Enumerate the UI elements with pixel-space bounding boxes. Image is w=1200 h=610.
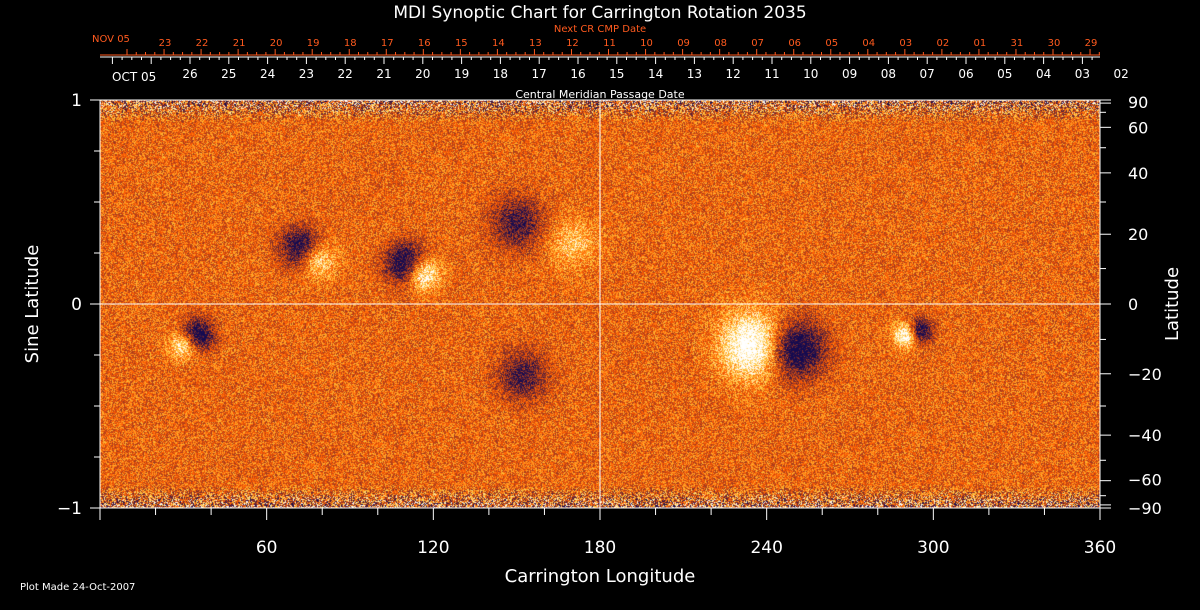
cmp-date-label: 26 [182,67,197,81]
next-cr-date-label: 09 [677,38,690,49]
next-cr-date-label: 01 [974,38,987,49]
cmp-date-label: 09 [842,67,857,81]
x-axis-label: Carrington Longitude [505,566,696,587]
cmp-date-label: 05 [997,67,1012,81]
cmp-date-label: 24 [260,67,275,81]
x-tick-label: 60 [256,538,278,558]
cmp-month-label: OCT 05 [112,70,156,84]
cmp-date-label: 04 [1036,67,1051,81]
cmp-date-label: 23 [299,67,314,81]
latitude-axis: 90 60 40 20 0 −20 −40 −60 −90 [1099,93,1162,518]
next-cr-date-label: 08 [714,38,727,49]
y-right-tick-label: 20 [1128,225,1148,244]
cmp-date-label: 11 [764,67,779,81]
next-cr-date-label: 29 [1085,38,1098,49]
next-cr-date-label: 15 [455,38,468,49]
next-cr-date-label: 16 [418,38,431,49]
next-cr-date-label: 12 [566,38,579,49]
y-left-tick-label: 0 [71,295,82,315]
plot-made-footer: Plot Made 24-Oct-2007 [20,582,135,593]
next-cr-cmp-axis: 23 22 21 20 19 18 17 16 15 14 13 12 11 10 09 08 07 06 05 04… [100,38,1100,56]
y-right-tick-label: −20 [1128,365,1162,384]
y-left-tick-label: −1 [57,499,82,519]
cmp-date-label: 13 [687,67,702,81]
y-right-tick-label: 60 [1128,118,1148,137]
cmp-date-label: 25 [221,67,236,81]
cmp-date-label: 10 [803,67,818,81]
cmp-date-label: 12 [726,67,741,81]
next-cr-date-label: 18 [344,38,357,49]
cmp-date-label: 15 [609,67,624,81]
next-cr-date-label: 30 [1048,38,1061,49]
cmp-date-label: 22 [338,67,353,81]
cmp-date-axis: 26 25 24 23 22 21 20 19 18 17 16 15 14 13 12 11 10 09 08 07… [100,56,1129,81]
cmp-date-label: 17 [532,67,547,81]
y-axis-right-label: Latitude [1162,267,1183,341]
next-cr-date-label: 02 [936,38,949,49]
x-tick-label: 120 [417,538,449,558]
sine-latitude-axis: 1 0 −1 [57,91,101,519]
next-cr-date-label: 20 [270,38,283,49]
y-right-tick-label: −90 [1128,499,1162,518]
y-right-tick-label: 0 [1128,295,1138,314]
x-tick-label: 300 [917,538,949,558]
next-cr-date-label: 05 [825,38,838,49]
cmp-date-label: 18 [493,67,508,81]
cmp-date-label: 19 [454,67,469,81]
next-cr-date-label: 23 [159,38,172,49]
cmp-date-label: 16 [570,67,585,81]
next-cr-date-label: 03 [899,38,912,49]
next-cr-date-label: 17 [381,38,394,49]
cmp-date-label: 21 [376,67,391,81]
cmp-date-label: 20 [415,67,430,81]
cmp-date-label: 03 [1075,67,1090,81]
next-cr-date-label: 31 [1011,38,1024,49]
longitude-axis: 60 120 180 240 300 360 [99,507,1116,558]
y-right-tick-label: 40 [1128,164,1148,183]
next-cr-date-label: 14 [492,38,505,49]
cmp-axis-label: Central Meridian Passage Date [515,88,684,101]
x-tick-label: 180 [584,538,616,558]
next-cr-date-label: 19 [307,38,320,49]
next-cr-date-label: 21 [233,38,246,49]
x-tick-label: 360 [1084,538,1116,558]
chart-title: MDI Synoptic Chart for Carrington Rotati… [393,3,806,23]
next-cr-date-label: 10 [640,38,653,49]
y-right-tick-label: −60 [1128,471,1162,490]
cmp-date-label: 14 [648,67,663,81]
next-cr-date-label: 11 [603,38,616,49]
cmp-date-label: 06 [958,67,973,81]
next-cr-month-label: NOV 05 [92,34,130,45]
next-cr-date-label: 22 [196,38,209,49]
next-cr-date-label: 13 [529,38,542,49]
x-tick-label: 240 [750,538,782,558]
cmp-date-label: 02 [1114,67,1129,81]
magnetogram-image [100,100,1100,508]
y-axis-left-label: Sine Latitude [22,245,43,364]
next-cr-date-label: 04 [862,38,875,49]
next-cr-date-label: 07 [751,38,764,49]
next-cr-cmp-label: Next CR CMP Date [554,24,646,35]
cmp-date-label: 07 [920,67,935,81]
cmp-date-label: 08 [881,67,896,81]
y-right-tick-label: 90 [1128,93,1148,112]
y-left-tick-label: 1 [71,91,82,111]
next-cr-date-label: 06 [788,38,801,49]
y-right-tick-label: −40 [1128,426,1162,445]
